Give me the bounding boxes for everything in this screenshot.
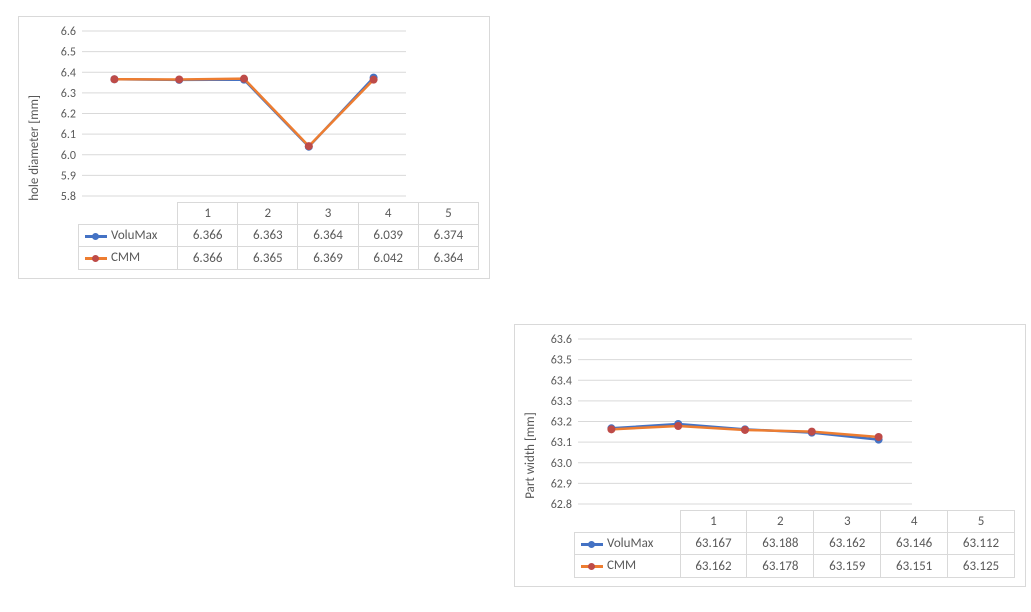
- y-tick-label: 6.2: [61, 108, 76, 122]
- series-name: CMM: [607, 558, 636, 573]
- data-cell: 6.364: [418, 247, 478, 269]
- data-cell: 6.374: [418, 225, 478, 247]
- series-marker-CMM: [305, 142, 313, 150]
- data-cell: 63.159: [814, 555, 881, 577]
- series-marker-CMM: [674, 422, 682, 430]
- chart-card-chart2: Part width [mm]62.862.963.063.163.263.36…: [514, 324, 1026, 587]
- y-tick-label: 6.1: [61, 128, 76, 142]
- y-tick-label: 63.3: [551, 395, 572, 409]
- y-tick-label: 63.1: [551, 436, 572, 450]
- data-cell: 63.112: [948, 533, 1015, 555]
- series-name: VoluMax: [111, 228, 157, 243]
- chart-plot: 5.8 5.9 6.0 6.1 6.2 6.3 6.4 6.5 6.6: [44, 25, 414, 200]
- y-tick-label: 63.0: [551, 457, 572, 471]
- category-header: 4: [881, 511, 948, 533]
- y-tick-label: 63.4: [551, 374, 572, 388]
- legend-cell-VoluMax: VoluMax: [79, 225, 178, 247]
- data-cell: 63.162: [814, 533, 881, 555]
- data-cell: 63.151: [881, 555, 948, 577]
- legend-cell-CMM: CMM: [79, 247, 178, 269]
- series-line-VoluMax: [114, 78, 373, 147]
- series-marker-CMM: [741, 426, 749, 434]
- category-header: 3: [814, 511, 881, 533]
- data-cell: 63.178: [747, 555, 814, 577]
- chart-plot: 62.8 62.9 63.0 63.1 63.2 63.3 63.4 63.5 63.6: [540, 333, 920, 508]
- y-tick-label: 6.4: [61, 66, 76, 80]
- data-cell: 63.125: [948, 555, 1015, 577]
- data-cell: 6.366: [178, 225, 238, 247]
- y-tick-label: 63.5: [551, 354, 572, 368]
- series-name: VoluMax: [607, 536, 653, 551]
- y-tick-label: 63.6: [551, 333, 572, 347]
- data-cell: 6.363: [238, 225, 298, 247]
- y-tick-label: 6.6: [61, 25, 76, 39]
- y-tick-label: 6.3: [61, 87, 76, 101]
- data-cell: 6.369: [298, 247, 358, 269]
- series-marker-CMM: [110, 75, 118, 83]
- y-tick-label: 6.5: [61, 46, 76, 60]
- data-cell: 6.042: [358, 247, 418, 269]
- category-header: 3: [298, 203, 358, 225]
- y-axis-label: hole diameter [mm]: [25, 25, 44, 270]
- y-tick-label: 63.2: [551, 416, 572, 430]
- chart-card-chart1: hole diameter [mm] 5.8 5.9 6.0 6.1 6.2 6.3 6.4 6…: [18, 16, 490, 279]
- series-line-CMM: [114, 79, 373, 146]
- data-table: 12345VoluMax6.3666.3636.3646.0396.374CMM…: [78, 202, 479, 270]
- category-header: 5: [418, 203, 478, 225]
- data-cell: 6.365: [238, 247, 298, 269]
- category-header: 5: [948, 511, 1015, 533]
- category-header: 2: [238, 203, 298, 225]
- category-header: 2: [747, 511, 814, 533]
- data-cell: 63.162: [680, 555, 747, 577]
- data-cell: 63.146: [881, 533, 948, 555]
- y-axis-label: Part width [mm]: [521, 333, 540, 578]
- series-marker-CMM: [370, 76, 378, 84]
- series-marker-CMM: [607, 425, 615, 433]
- y-tick-label: 62.9: [551, 477, 572, 491]
- category-header: 1: [680, 511, 747, 533]
- category-header: 1: [178, 203, 238, 225]
- data-cell: 63.167: [680, 533, 747, 555]
- y-tick-label: 62.8: [551, 498, 572, 508]
- y-tick-label: 5.8: [61, 190, 76, 200]
- series-name: CMM: [111, 250, 140, 265]
- legend-cell-VoluMax: VoluMax: [575, 533, 681, 555]
- series-marker-CMM: [875, 433, 883, 441]
- data-cell: 6.366: [178, 247, 238, 269]
- data-table: 12345VoluMax63.16763.18863.16263.14663.1…: [574, 510, 1015, 578]
- y-tick-label: 6.0: [61, 149, 76, 163]
- legend-cell-CMM: CMM: [575, 555, 681, 577]
- series-marker-CMM: [240, 75, 248, 83]
- data-cell: 63.188: [747, 533, 814, 555]
- data-cell: 6.039: [358, 225, 418, 247]
- category-header: 4: [358, 203, 418, 225]
- y-tick-label: 5.9: [61, 169, 76, 183]
- series-marker-CMM: [808, 428, 816, 436]
- series-marker-CMM: [175, 75, 183, 83]
- data-cell: 6.364: [298, 225, 358, 247]
